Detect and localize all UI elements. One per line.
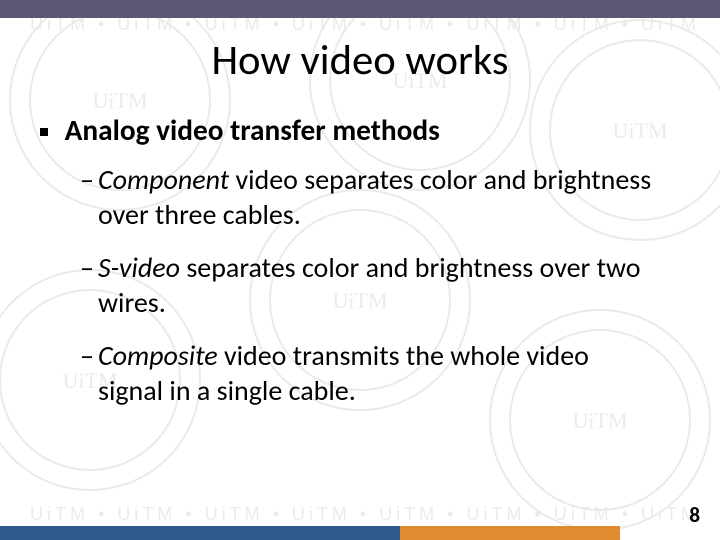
page-number: 8 — [689, 502, 700, 528]
sub-item-emph: Composite — [98, 338, 218, 373]
sub-item-emph: S-video — [98, 250, 180, 285]
bottom-bar-orange — [400, 526, 620, 540]
dash-marker: – — [80, 162, 94, 197]
main-bullet-text: Analog video transfer methods — [65, 112, 440, 148]
sub-item: –Composite video transmits the whole vid… — [80, 338, 660, 408]
sub-item: –S-video separates color and brightness … — [80, 250, 660, 320]
bullet-marker — [40, 128, 48, 136]
slide-title: How video works — [30, 34, 690, 86]
sub-item-emph: Component — [98, 162, 229, 197]
top-accent-bar — [0, 0, 720, 18]
slide-content: How video works Analog video transfer me… — [0, 28, 720, 510]
dash-marker: – — [80, 250, 94, 285]
sub-item: –Component video separates color and bri… — [80, 162, 660, 232]
main-bullet: Analog video transfer methods — [40, 112, 690, 148]
bottom-bar-blue — [0, 526, 400, 540]
dash-marker: – — [80, 338, 94, 373]
sub-item-text: separates color and brightness over two … — [98, 250, 641, 320]
